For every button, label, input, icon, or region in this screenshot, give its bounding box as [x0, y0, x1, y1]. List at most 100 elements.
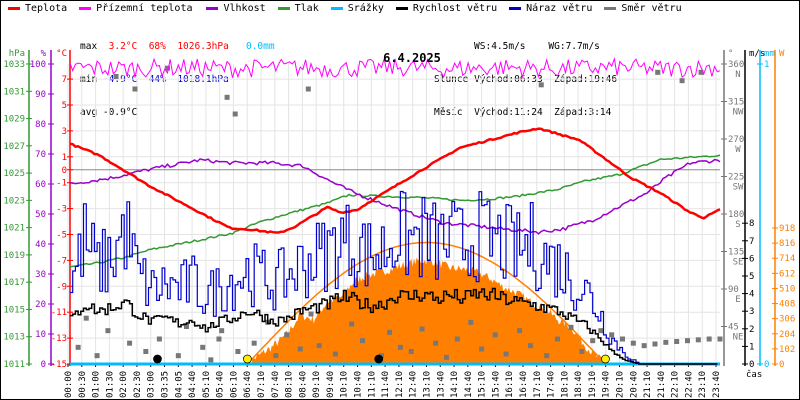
- wind-direction-point: [224, 94, 230, 100]
- time-tick-label: 06:10: [229, 371, 239, 398]
- stat-max-rain: 0.0mm: [245, 41, 275, 52]
- time-tick-label: 02:30: [133, 371, 143, 398]
- temperature-axis-tick-label: -11: [51, 308, 67, 318]
- time-tick-label: 05:10: [202, 371, 212, 398]
- wind-direction-point: [698, 69, 704, 75]
- wind-direction-point: [538, 82, 544, 88]
- time-tick-label: 04:40: [188, 371, 198, 398]
- legend-item: Tlak: [277, 3, 319, 14]
- wind-direction-point: [609, 332, 615, 338]
- legend-swatch: [8, 7, 20, 10]
- wind-direction-point: [143, 349, 149, 354]
- time-tick-label: 15:40: [491, 371, 501, 398]
- time-axis-label: čas: [746, 369, 762, 380]
- wind-direction-point: [397, 344, 403, 350]
- time-tick-label: 09:40: [326, 371, 336, 398]
- time-tick-label: 16:10: [505, 371, 515, 398]
- direction-axis-tick-sublabel: S: [735, 220, 740, 230]
- legend-label: Směr větru: [621, 3, 682, 14]
- legend-item: Teplota: [8, 3, 67, 14]
- time-tick-label: 19:10: [588, 371, 598, 398]
- legend: Teplota Přízemní teplota Vlhkost Tlak Srážky…: [8, 3, 694, 14]
- wind-direction-point: [251, 340, 257, 346]
- direction-axis-tick-sublabel: W: [735, 145, 741, 155]
- wind-direction-point: [297, 346, 303, 352]
- time-tick-label: 23:40: [712, 371, 722, 398]
- wind-direction-point: [305, 86, 311, 92]
- wind-direction-point: [598, 328, 604, 334]
- legend-label: Náraz větru: [526, 3, 593, 14]
- time-tick-label: 15:10: [478, 371, 488, 398]
- time-tick-label: 05:40: [216, 371, 226, 398]
- wind-direction-point: [175, 353, 181, 359]
- wind-direction-point: [652, 341, 658, 347]
- temperature-axis-tick-label: 5: [62, 101, 67, 111]
- time-tick-label: 18:10: [560, 371, 570, 398]
- direction-axis-tick-label: 180: [728, 210, 744, 220]
- legend-item: Vlhkost: [206, 3, 266, 14]
- temperature-axis-unit: °C: [56, 49, 67, 59]
- wind-direction-point: [706, 336, 712, 342]
- solar-axis-tick-label: 306: [779, 315, 795, 325]
- wind-direction-point: [132, 86, 138, 92]
- temperature-axis-tick-label: -15: [51, 360, 67, 370]
- solar-axis-tick-label: 510: [779, 284, 795, 294]
- time-tick-label: 10:10: [340, 371, 350, 398]
- time-tick-label: 00:30: [78, 371, 88, 398]
- time-tick-label: 14:10: [450, 371, 460, 398]
- rain-axis-tick-label: 1: [764, 60, 769, 70]
- humidity-axis-unit: %: [41, 49, 47, 59]
- direction-axis-tick-sublabel: NE: [733, 333, 744, 343]
- pressure-axis-tick-label: 1029: [3, 115, 25, 125]
- wind-direction-point: [316, 343, 322, 349]
- time-tick-label: 23:10: [698, 371, 708, 398]
- wind-direction-point: [685, 338, 690, 344]
- wind-direction-point: [273, 353, 279, 359]
- wind-axis-tick-label: 3: [749, 307, 754, 317]
- pressure-axis-tick-label: 1015: [3, 305, 25, 315]
- time-tick-label: 20:40: [629, 371, 639, 398]
- solar-axis-unit: W: [779, 49, 785, 59]
- humidity-axis-tick-label: 10: [35, 330, 46, 340]
- legend-label: Teplota: [25, 3, 68, 14]
- ground-temperature-line: [69, 56, 721, 79]
- pressure-axis-tick-label: 1019: [3, 251, 25, 261]
- wind-direction-point: [284, 332, 290, 338]
- time-tick-label: 19:40: [602, 371, 612, 398]
- wind-direction-point: [695, 337, 701, 343]
- pressure-axis-tick-label: 1013: [3, 333, 25, 343]
- wind-axis-tick-label: 8: [749, 219, 754, 229]
- wind-direction-point: [674, 339, 680, 344]
- wind-axis-unit: m/s: [749, 49, 765, 59]
- wind-direction-point: [503, 351, 509, 357]
- wind-direction-point: [443, 354, 449, 360]
- time-tick-label: 17:40: [547, 371, 557, 398]
- wind-direction-point: [655, 69, 661, 75]
- wind-axis-tick-label: 7: [749, 237, 754, 247]
- pressure-axis-tick-label: 1031: [3, 87, 25, 97]
- legend-swatch: [509, 7, 522, 10]
- solar-axis-tick-label: 816: [779, 239, 795, 249]
- wind-direction-point: [517, 328, 523, 334]
- time-tick-label: 16:40: [519, 371, 529, 398]
- direction-axis-tick-sublabel: SE: [733, 258, 744, 268]
- chart-title: 6.4.2025: [383, 51, 441, 65]
- time-tick-label: 12:40: [409, 371, 419, 398]
- wind-axis-tick-label: 4: [749, 290, 754, 300]
- time-tick-label: 03:35: [161, 371, 171, 398]
- stat-label-max: max: [80, 41, 98, 52]
- legend-swatch: [277, 7, 290, 10]
- wind-axis-tick-label: 6: [749, 254, 754, 264]
- wind-direction-point: [468, 319, 474, 325]
- temperature-axis-tick-label: -5: [56, 231, 67, 241]
- direction-axis-tick-label: 90: [728, 285, 739, 295]
- wind-direction-point: [127, 340, 133, 346]
- wind-axis-tick-label: 5: [749, 272, 754, 282]
- wind-direction-point: [492, 332, 498, 338]
- pressure-axis-unit: hPa: [9, 49, 25, 59]
- wind-direction-point: [590, 338, 596, 344]
- temperature-axis-tick-label: -7: [56, 256, 67, 266]
- solar-axis-tick-label: 0: [779, 360, 784, 370]
